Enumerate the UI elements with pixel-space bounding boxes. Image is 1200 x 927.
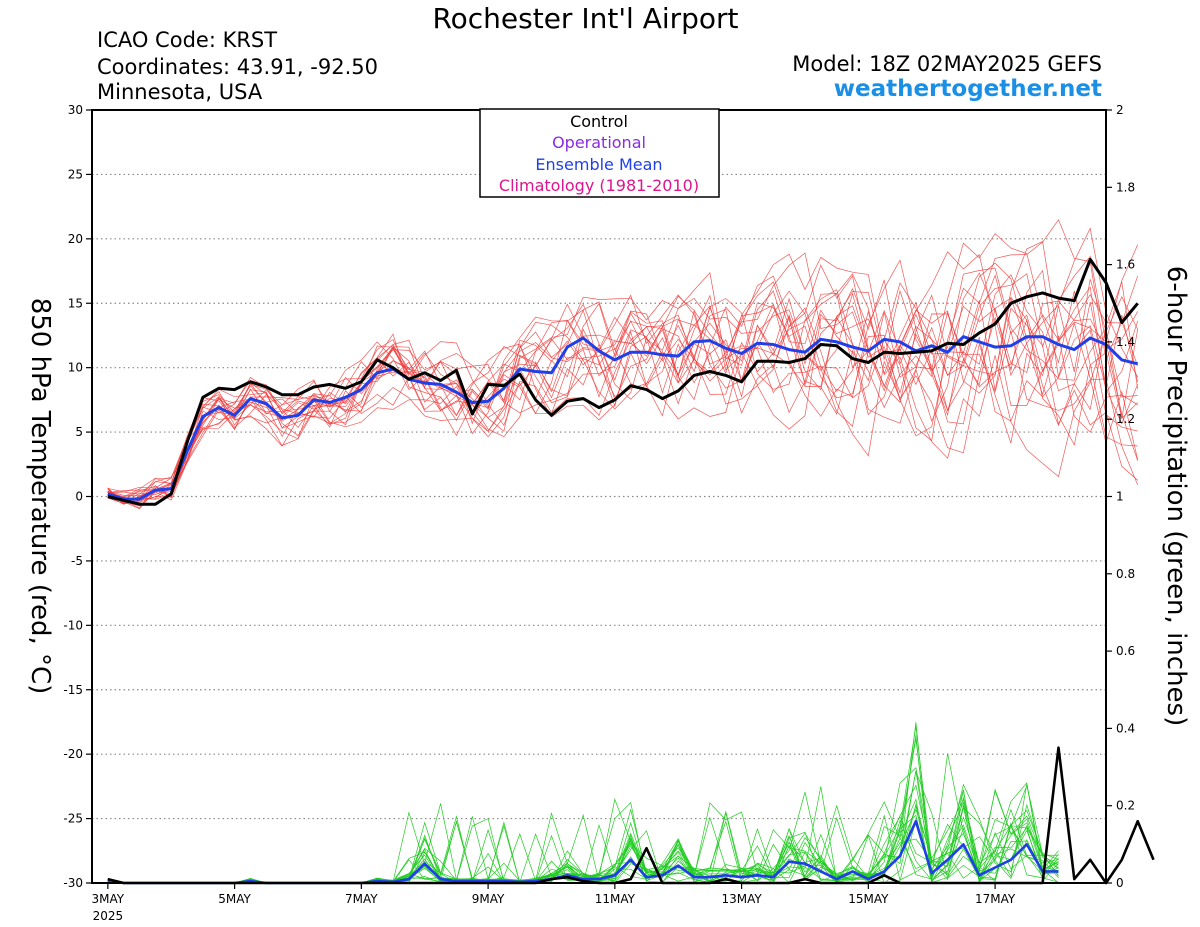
y2-tick-label: 1.8 — [1116, 180, 1135, 194]
y2-tick-label: 0 — [1116, 876, 1124, 890]
ensemble-temp-member-line — [107, 272, 1139, 495]
legend-operational: Operational — [552, 133, 646, 152]
legend-climatology: Climatology (1981-2010) — [499, 176, 699, 195]
y-tick-label: -10 — [63, 618, 83, 632]
ensemble-precip-member-line — [107, 722, 1059, 884]
x-tick-label: 15MAY — [848, 892, 889, 906]
model-run: Model: 18Z 02MAY2025 GEFS — [792, 52, 1102, 76]
x-tick-label: 3MAY — [92, 892, 125, 906]
x-tick-label: 13MAY — [721, 892, 762, 906]
x-year-label: 2025 — [93, 909, 124, 923]
legend-box — [479, 108, 720, 198]
axes: -30-25-20-15-10-505101520253000.20.40.60… — [63, 103, 1135, 923]
y-tick-label: -5 — [71, 554, 83, 568]
legend-control: Control — [570, 112, 628, 131]
location: Minnesota, USA — [97, 80, 263, 104]
y2-tick-label: 0.4 — [1116, 721, 1135, 735]
y2-tick-label: 0.2 — [1116, 799, 1135, 813]
plot-frame — [91, 109, 1107, 884]
x-tick-label: 17MAY — [975, 892, 1016, 906]
y2-tick-label: 2 — [1116, 103, 1124, 117]
y-tick-label: 15 — [68, 296, 83, 310]
ensemble-temp-member-line — [107, 259, 1139, 510]
ensemble-precip-member-line — [107, 806, 1059, 884]
y2-tick-label: 1.6 — [1116, 258, 1135, 272]
x-tick-label: 7MAY — [345, 892, 378, 906]
y-tick-label: 10 — [68, 361, 83, 375]
x-tick-label: 11MAY — [595, 892, 636, 906]
ensemble-mean-temp-line — [107, 335, 1139, 501]
y2-tick-label: 0.8 — [1116, 567, 1135, 581]
series-lines — [107, 257, 1155, 885]
gridlines — [92, 173, 1106, 820]
y2-tick-label: 1 — [1116, 490, 1124, 504]
y2-tick-label: 1.2 — [1116, 412, 1135, 426]
ensemble-precip-member-line — [107, 769, 1059, 884]
site-link[interactable]: weathertogether.net — [833, 76, 1102, 102]
x-tick-label: 5MAY — [218, 892, 251, 906]
y-tick-label: 30 — [68, 103, 83, 117]
ensemble-precip-member-line — [107, 770, 1059, 884]
y-tick-label: 0 — [75, 490, 83, 504]
ensemble-temp-member-line — [107, 219, 1139, 505]
y-axis-label-right: 6-hour Precipitation (green, inches) — [1161, 266, 1191, 726]
y-tick-label: -15 — [63, 683, 83, 697]
ensemble-temp-member-line — [107, 240, 1139, 507]
y-tick-label: 25 — [68, 167, 83, 181]
control-temp-line — [107, 257, 1139, 506]
y2-tick-label: 0.6 — [1116, 644, 1135, 658]
y-tick-label: 20 — [68, 232, 83, 246]
ensemble-temp-member-line — [107, 267, 1139, 505]
legend: Control Operational Ensemble Mean Climat… — [479, 108, 720, 198]
chart-title: Rochester Int'l Airport — [432, 2, 739, 35]
legend-ensemble-mean: Ensemble Mean — [535, 155, 662, 174]
y-axis-label-left: 850 hPa Temperature (red, °C) — [25, 298, 55, 695]
coordinates: Coordinates: 43.91, -92.50 — [97, 55, 378, 79]
y-tick-label: -20 — [63, 747, 83, 761]
ensemble-temp-member-line — [107, 269, 1139, 501]
ensemble-temperature-members — [107, 219, 1139, 510]
y-tick-label: -30 — [63, 876, 83, 890]
ensemble-temp-member-line — [107, 272, 1139, 498]
y2-tick-label: 1.4 — [1116, 335, 1135, 349]
ensemble-temp-member-line — [107, 273, 1139, 503]
y-tick-label: -25 — [63, 812, 83, 826]
y-tick-label: 5 — [75, 425, 83, 439]
x-tick-label: 9MAY — [472, 892, 505, 906]
icao-code: ICAO Code: KRST — [97, 28, 278, 52]
ensemble-precip-members — [107, 722, 1059, 884]
ensemble-temp-member-line — [107, 233, 1138, 509]
